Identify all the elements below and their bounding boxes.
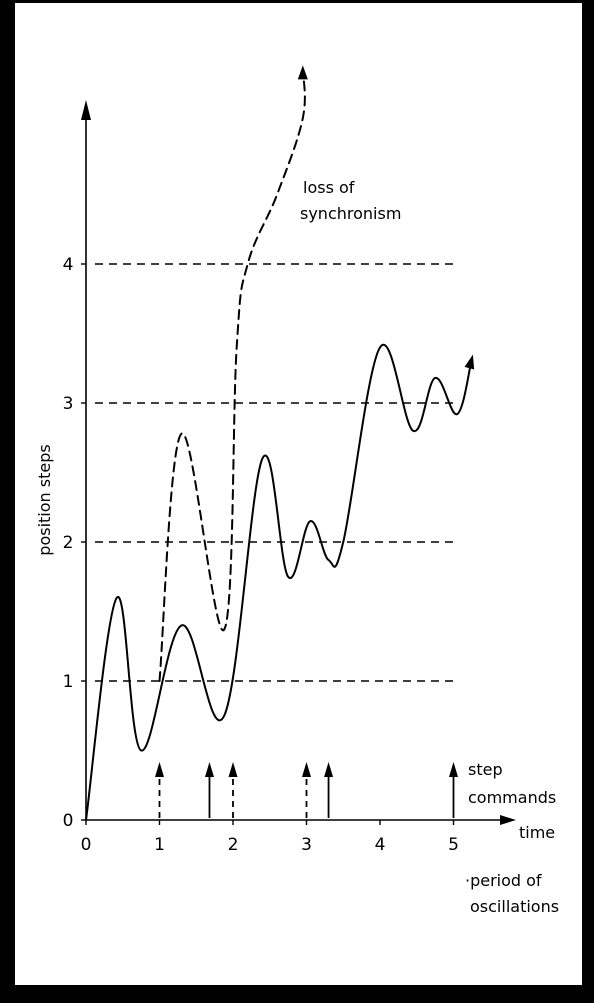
step-command-arrow-1 [155, 762, 164, 777]
x-tick-label-4: 4 [375, 835, 386, 855]
step-command-arrow-3 [228, 762, 238, 777]
annotation-loss-of: loss of [303, 178, 355, 197]
annotation-step: step [468, 760, 503, 779]
step-command-arrow-6 [449, 762, 458, 777]
series [85, 65, 475, 821]
x-tick-label-2: 2 [228, 835, 239, 855]
x-tick-label-3: 3 [301, 835, 312, 855]
x-axis-label: time [519, 823, 555, 842]
series-dashed-arrow [297, 65, 308, 80]
x-axis-note-line1: ·period of [465, 871, 542, 890]
annotation-synchronism: synchronism [300, 204, 401, 223]
step-commands [155, 762, 458, 818]
ticks: 0 1 2 3 4 5 0 1 2 3 4 [63, 255, 459, 855]
y-axis-label: position steps [35, 444, 54, 555]
x-axis-arrow [500, 815, 516, 825]
step-command-arrow-5 [324, 762, 334, 777]
series-dashed-line [158, 68, 306, 682]
y-tick-label-1: 1 [63, 672, 74, 692]
y-tick-label-2: 2 [63, 533, 74, 553]
x-tick-label-1: 1 [154, 835, 165, 855]
y-tick-label-0: 0 [63, 811, 74, 831]
x-tick-label-0: 0 [81, 835, 92, 855]
y-tick-label-4: 4 [63, 255, 74, 275]
step-command-arrow-4 [302, 762, 311, 777]
y-tick-label-3: 3 [63, 394, 74, 414]
series-solid-arrow [464, 354, 475, 370]
gridlines [95, 263, 458, 682]
x-axis-note-line2: oscillations [470, 897, 559, 916]
step-command-arrow-2 [204, 762, 214, 777]
y-axis-arrow [81, 100, 91, 120]
x-tick-label-5: 5 [448, 835, 459, 855]
annotation-commands: commands [468, 788, 556, 807]
axes [81, 100, 516, 825]
series-solid-line [85, 343, 473, 821]
